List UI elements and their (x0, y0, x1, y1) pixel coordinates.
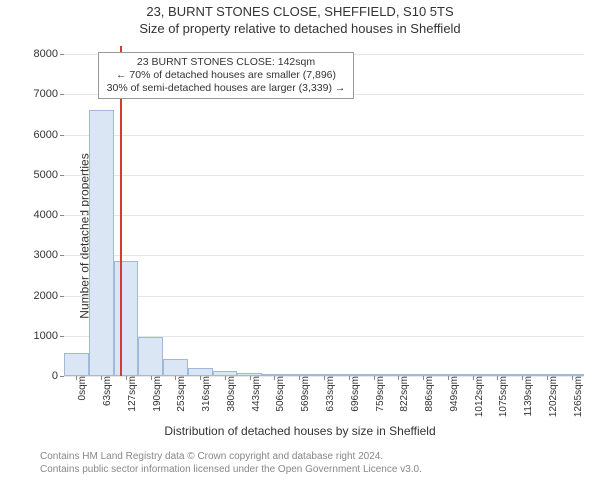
y-tick-label: 4000 (34, 209, 64, 221)
histogram-bar (64, 353, 89, 376)
page-title-line1: 23, BURNT STONES CLOSE, SHEFFIELD, S10 5… (0, 0, 600, 19)
histogram-bar (114, 261, 139, 377)
plot-area: 0100020003000400050006000700080000sqm63s… (64, 46, 584, 377)
x-axis-label: Distribution of detached houses by size … (0, 376, 600, 438)
footer-line2: Contains public sector information licen… (40, 463, 594, 476)
histogram-bar (138, 337, 163, 376)
histogram-bar (163, 359, 188, 376)
annotation-line3: 30% of semi-detached houses are larger (… (105, 82, 347, 95)
y-tick-label: 2000 (34, 290, 64, 302)
y-tick-label: 6000 (34, 129, 64, 141)
histogram-bar (188, 368, 213, 376)
y-tick-label: 8000 (34, 48, 64, 60)
y-tick-label: 7000 (34, 88, 64, 100)
annotation-line1: 23 BURNT STONES CLOSE: 142sqm (105, 56, 347, 69)
y-tick-label: 5000 (34, 169, 64, 181)
y-tick-label: 3000 (34, 249, 64, 261)
y-tick-label: 1000 (34, 330, 64, 342)
chart-container: Number of detached properties 0100020003… (0, 36, 600, 436)
footer: Contains HM Land Registry data © Crown c… (0, 436, 600, 476)
annotation-box: 23 BURNT STONES CLOSE: 142sqm ← 70% of d… (98, 52, 354, 99)
page-title-line2: Size of property relative to detached ho… (0, 19, 600, 36)
footer-line1: Contains HM Land Registry data © Crown c… (40, 450, 594, 463)
annotation-line2: ← 70% of detached houses are smaller (7,… (105, 69, 347, 82)
histogram-bar (89, 110, 114, 376)
